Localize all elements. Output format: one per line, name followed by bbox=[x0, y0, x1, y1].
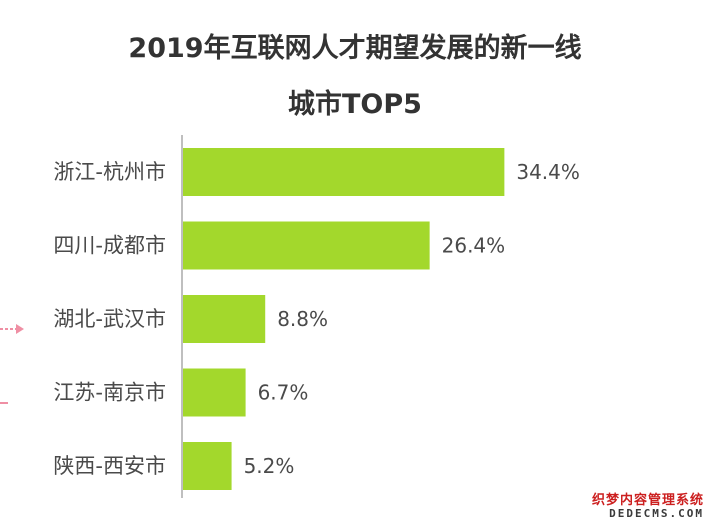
category-label: 江苏-南京市 bbox=[53, 381, 166, 405]
edge-arrow-icon bbox=[0, 324, 24, 334]
value-label: 5.2% bbox=[244, 454, 295, 478]
bar bbox=[183, 221, 430, 270]
category-label: 四川-成都市 bbox=[53, 234, 166, 258]
chart-title-line2: 城市TOP5 bbox=[288, 89, 422, 120]
category-label: 浙江-杭州市 bbox=[53, 160, 166, 184]
category-label: 湖北-武汉市 bbox=[53, 307, 166, 331]
value-label: 26.4% bbox=[442, 234, 506, 258]
edge-tick-mark bbox=[0, 402, 8, 404]
value-label: 8.8% bbox=[277, 307, 328, 331]
bar bbox=[183, 295, 266, 343]
watermark-logo: 织梦内容管理系统 DEDECMS.COM bbox=[591, 492, 704, 520]
value-label: 6.7% bbox=[258, 381, 309, 405]
watermark-cn: 织梦内容管理系统 bbox=[591, 492, 704, 508]
watermark-en: DEDECMS.COM bbox=[609, 506, 704, 520]
value-label: 34.4% bbox=[516, 160, 580, 184]
bar bbox=[183, 368, 246, 417]
chart-title-line1: 2019年互联网人才期望发展的新一线 bbox=[128, 33, 582, 64]
category-label: 陕西-西安市 bbox=[53, 454, 166, 478]
bar bbox=[183, 442, 232, 490]
bar bbox=[183, 148, 505, 196]
